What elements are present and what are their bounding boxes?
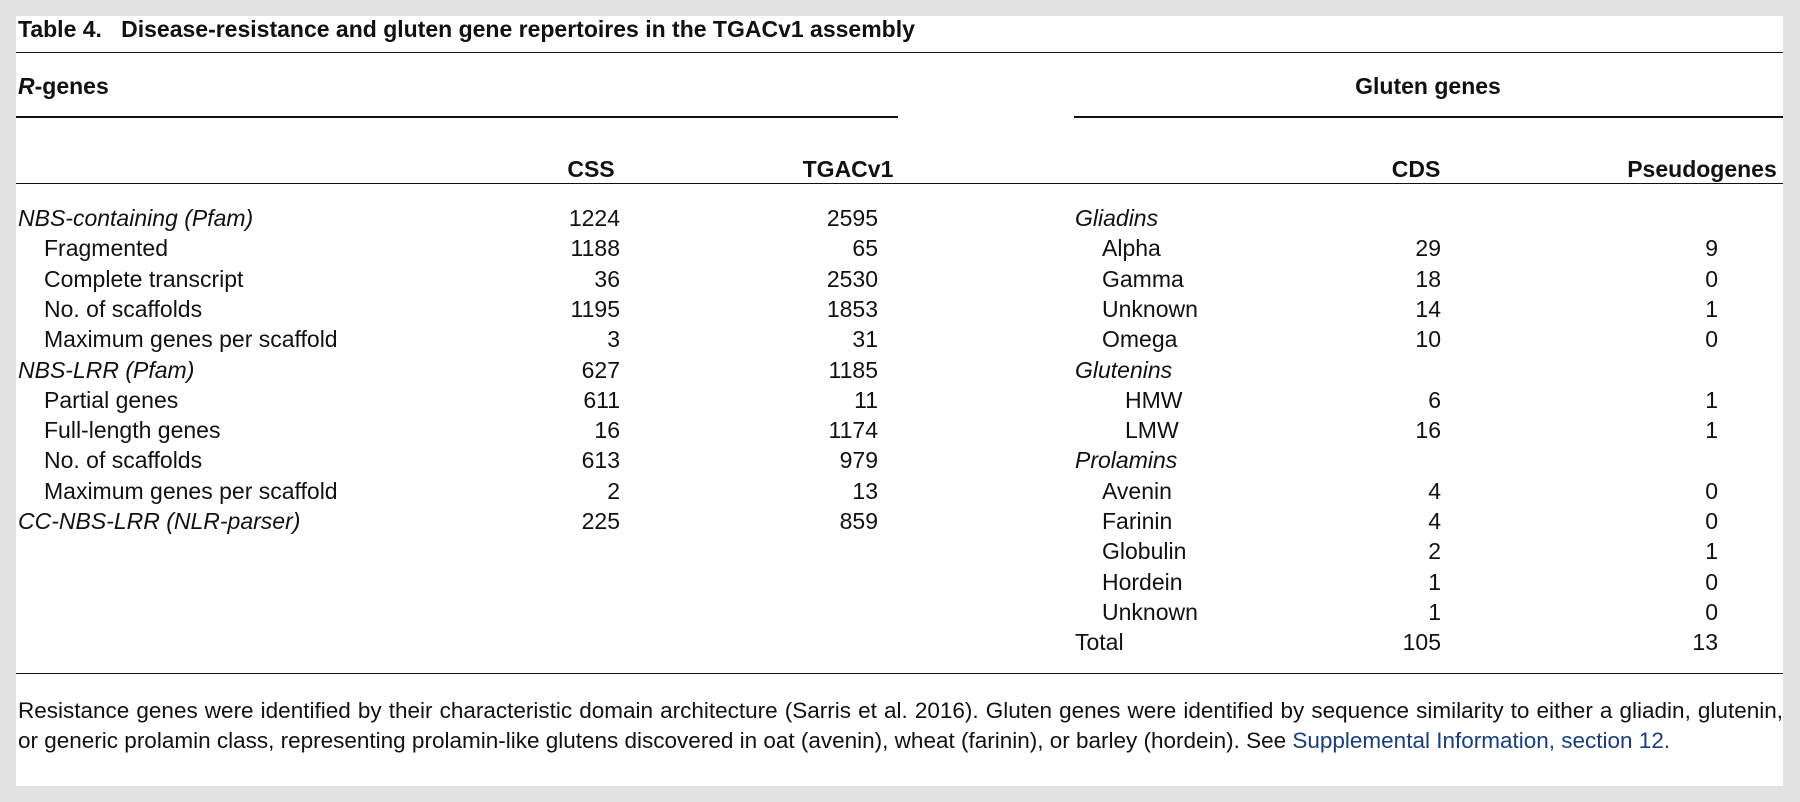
- cell-value: 65: [852, 235, 878, 262]
- cell-value: 1: [1705, 417, 1718, 444]
- cell-value: 859: [839, 508, 878, 534]
- table-panel: Table 4. Disease-resistance and gluten g…: [16, 16, 1783, 786]
- gluten-heading: Gluten genes: [1355, 73, 1501, 99]
- cell-value: 29: [1415, 235, 1441, 262]
- cell-value: 11: [854, 386, 878, 413]
- r-genes-heading: R-genes: [18, 72, 109, 100]
- cell-value: 14: [1415, 295, 1441, 322]
- row-label: Complete transcript: [44, 265, 244, 292]
- cell-value: 1853: [826, 295, 878, 322]
- group-label: CC-NBS-LRR (NLR-parser): [18, 508, 301, 534]
- cell-value: 2: [607, 477, 620, 504]
- row-label: Avenin: [1102, 477, 1172, 504]
- cell-value: 6: [1428, 386, 1441, 413]
- rule: [16, 183, 1783, 184]
- cell-value: 1: [1705, 538, 1718, 565]
- rule: [16, 116, 898, 118]
- row-label: No. of scaffolds: [44, 447, 203, 474]
- cell-value: 1188: [570, 235, 620, 262]
- cell-value: 613: [581, 447, 620, 474]
- title-text: Disease-resistance and gluten gene reper…: [121, 16, 915, 42]
- cell-value: 0: [1705, 508, 1718, 534]
- cell-value: 2595: [826, 205, 878, 231]
- cell-value: 0: [1705, 568, 1718, 595]
- column-header: CDS: [1391, 156, 1441, 182]
- column-header: Pseudogenes: [1627, 156, 1777, 182]
- table-title: Table 4. Disease-resistance and gluten g…: [18, 15, 915, 43]
- heading-italic: R: [18, 73, 35, 99]
- rule: [16, 52, 1783, 53]
- row-label: Maximum genes per scaffold: [44, 477, 338, 504]
- row-label: LMW: [1125, 417, 1179, 444]
- cell-value: 2530: [826, 265, 878, 292]
- row-label: Omega: [1102, 326, 1178, 353]
- supplemental-link[interactable]: Supplemental Information, section 12.: [1292, 727, 1671, 753]
- row-label: Globulin: [1102, 538, 1187, 565]
- cell-value: 2: [1428, 538, 1441, 565]
- column-header: TGACv1: [802, 156, 894, 182]
- group-label: Gliadins: [1075, 205, 1159, 231]
- column-header: CSS: [567, 156, 615, 182]
- row-label: Total: [1075, 629, 1124, 656]
- cell-value: 0: [1705, 477, 1718, 504]
- footnote: Resistance genes were identified by thei…: [18, 696, 1783, 755]
- cell-value: 1: [1428, 568, 1441, 595]
- row-label: Unknown: [1102, 598, 1198, 625]
- row-label: HMW: [1125, 386, 1183, 413]
- cell-value: 611: [583, 386, 620, 413]
- group-label: Glutenins: [1075, 356, 1173, 383]
- row-label: Hordein: [1102, 568, 1183, 595]
- row-label: Alpha: [1102, 235, 1161, 262]
- row-label: Unknown: [1102, 295, 1198, 322]
- cell-value: 0: [1705, 598, 1718, 625]
- cell-value: 627: [581, 356, 620, 383]
- cell-value: 105: [1402, 629, 1441, 656]
- row-label: Maximum genes per scaffold: [44, 326, 338, 353]
- footnote-text: Resistance genes were identified by thei…: [18, 698, 1783, 753]
- cell-value: 0: [1705, 265, 1718, 292]
- cell-value: 16: [594, 417, 620, 444]
- row-label: Farinin: [1102, 508, 1173, 534]
- rule: [1074, 116, 1783, 118]
- row-label: No. of scaffolds: [44, 295, 203, 322]
- cell-value: 13: [852, 477, 878, 504]
- cell-value: 9: [1705, 235, 1718, 262]
- cell-value: 10: [1415, 326, 1441, 353]
- title-label: Table 4.: [18, 16, 102, 42]
- cell-value: 979: [839, 447, 878, 474]
- cell-value: 1185: [828, 356, 878, 383]
- rule: [16, 673, 1783, 674]
- cell-value: 13: [1692, 629, 1718, 656]
- cell-value: 1174: [828, 417, 878, 444]
- row-label: Gamma: [1102, 265, 1184, 292]
- cell-value: 0: [1705, 326, 1718, 353]
- cell-value: 1: [1705, 295, 1718, 322]
- cell-value: 3: [607, 326, 620, 353]
- cell-value: 1: [1428, 598, 1441, 625]
- row-label: Partial genes: [44, 386, 179, 413]
- cell-value: 1224: [568, 205, 620, 231]
- cell-value: 31: [852, 326, 878, 353]
- group-label: NBS-containing (Pfam): [18, 205, 254, 231]
- heading-rest: -genes: [34, 73, 109, 99]
- cell-value: 18: [1415, 265, 1441, 292]
- cell-value: 1: [1705, 386, 1718, 413]
- cell-value: 16: [1415, 417, 1441, 444]
- group-label: Prolamins: [1075, 447, 1178, 474]
- row-label: Fragmented: [44, 235, 169, 262]
- cell-value: 4: [1428, 508, 1441, 534]
- cell-value: 36: [594, 265, 620, 292]
- cell-value: 1195: [570, 295, 620, 322]
- cell-value: 225: [581, 508, 620, 534]
- cell-value: 4: [1428, 477, 1441, 504]
- row-label: Full-length genes: [44, 417, 221, 444]
- group-label: NBS-LRR (Pfam): [18, 356, 195, 383]
